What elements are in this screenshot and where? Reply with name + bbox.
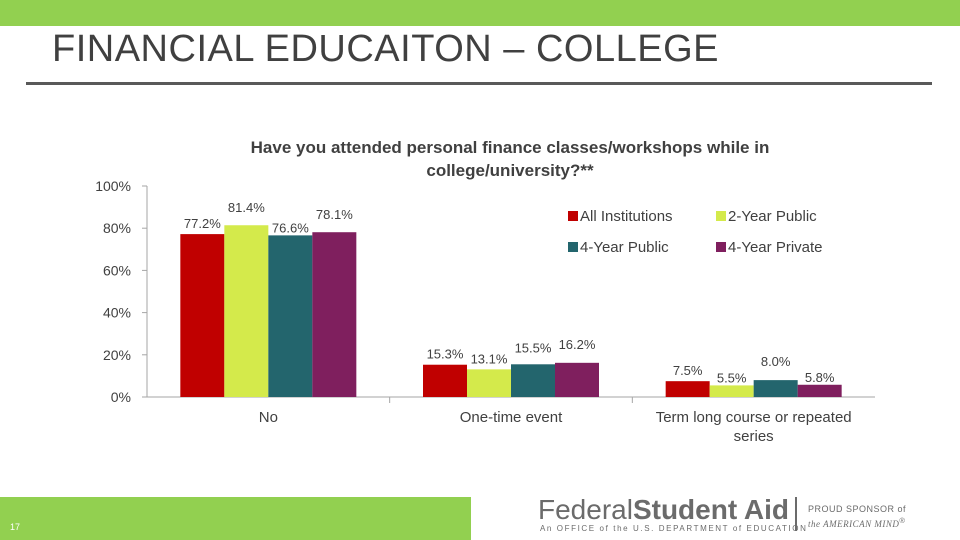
bar xyxy=(467,369,511,397)
legend-label: 4-Year Private xyxy=(728,239,823,256)
y-tick-label: 0% xyxy=(111,389,131,405)
data-label: 76.6% xyxy=(272,220,309,235)
sponsor-text: PROUD SPONSOR of the AMERICAN MIND® xyxy=(808,503,906,530)
legend-swatch xyxy=(568,211,578,221)
bar xyxy=(709,385,754,397)
bar xyxy=(224,225,269,397)
bar xyxy=(797,384,842,397)
y-tick-label: 80% xyxy=(103,220,131,236)
data-label: 77.2% xyxy=(184,216,221,231)
slide-title: FINANCIAL EDUCAITON – COLLEGE xyxy=(52,28,719,70)
data-label: 16.2% xyxy=(559,337,596,352)
bar xyxy=(753,380,798,397)
data-label: 8.0% xyxy=(761,354,791,369)
logo-wordmark: FederalStudent Aid xyxy=(538,494,789,526)
legend-swatch xyxy=(716,211,726,221)
chart-title-line: college/university?** xyxy=(426,161,594,180)
legend-swatch xyxy=(716,242,726,252)
bar xyxy=(555,362,599,397)
data-label: 13.1% xyxy=(471,351,508,366)
legend-label: All Institutions xyxy=(580,208,673,225)
sponsor-line-2: the AMERICAN MIND xyxy=(808,519,900,529)
logo-prefix: Federal xyxy=(538,494,633,525)
page-number: 17 xyxy=(10,522,21,532)
data-label: 7.5% xyxy=(673,363,703,378)
data-label: 15.5% xyxy=(515,340,552,355)
bar xyxy=(665,381,710,397)
bar xyxy=(511,364,555,397)
legend-label: 2-Year Public xyxy=(728,208,817,225)
trademark-mark: ® xyxy=(899,516,906,525)
bar xyxy=(180,234,225,397)
y-tick-label: 60% xyxy=(103,262,131,278)
y-tick-label: 40% xyxy=(103,305,131,321)
sponsor-line-1: PROUD SPONSOR of xyxy=(808,504,907,514)
chart-title-line: Have you attended personal finance class… xyxy=(251,138,770,157)
top-accent-band xyxy=(0,0,960,26)
x-category-label: No xyxy=(259,409,278,426)
logo-divider xyxy=(795,497,797,531)
legend-swatch xyxy=(568,242,578,252)
y-tick-label: 100% xyxy=(95,178,131,194)
data-label: 5.8% xyxy=(805,370,835,385)
footer-band xyxy=(0,497,471,540)
x-category-label: Term long course or repeated xyxy=(656,409,852,426)
legend-label: 4-Year Public xyxy=(580,239,669,256)
data-label: 81.4% xyxy=(228,200,265,215)
y-tick-label: 20% xyxy=(103,347,131,363)
x-category-label: series xyxy=(734,428,774,445)
bar xyxy=(423,364,467,397)
x-category-label: One-time event xyxy=(460,409,563,426)
data-label: 78.1% xyxy=(316,207,353,222)
logo-tagline: An OFFICE of the U.S. DEPARTMENT of EDUC… xyxy=(540,524,808,533)
title-divider xyxy=(26,82,932,85)
bar xyxy=(312,232,357,397)
data-label: 5.5% xyxy=(717,370,747,385)
bar xyxy=(268,235,313,397)
data-label: 15.3% xyxy=(427,347,464,362)
logo-bold: Student Aid xyxy=(632,494,789,525)
